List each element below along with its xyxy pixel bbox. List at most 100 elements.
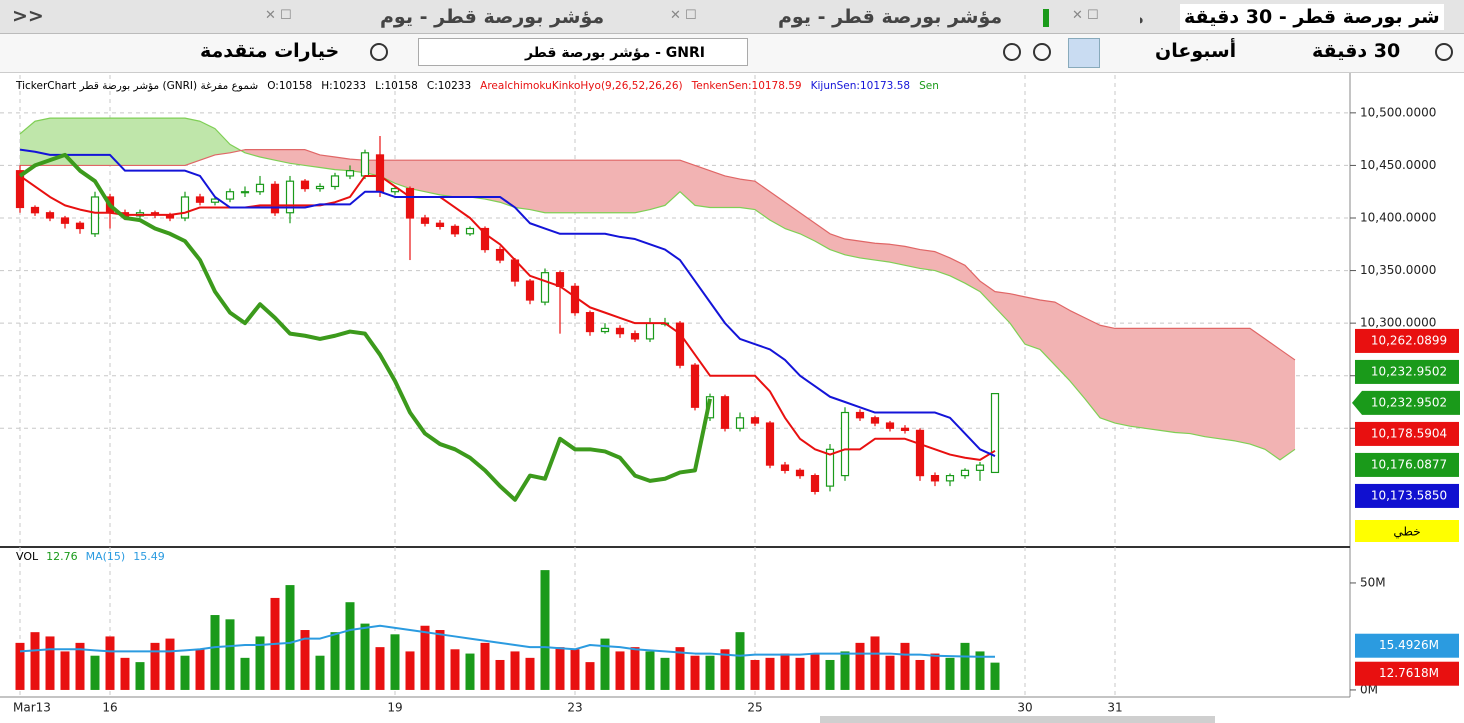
volume-bar bbox=[450, 649, 460, 690]
volume-bar bbox=[795, 657, 805, 690]
volume-bar bbox=[390, 634, 400, 690]
price-badge bbox=[1352, 390, 1460, 415]
cloud-fill bbox=[755, 181, 770, 221]
y-tick-label: 0M bbox=[1360, 682, 1378, 696]
axis-note: خطي bbox=[1393, 525, 1420, 539]
candle-body bbox=[525, 280, 535, 301]
tool-icon[interactable] bbox=[1033, 43, 1051, 61]
volume-bar bbox=[495, 659, 505, 690]
volume-bar bbox=[405, 651, 415, 690]
cloud-fill bbox=[1235, 328, 1250, 445]
candle-body bbox=[195, 196, 205, 203]
tab-controls[interactable]: ✕ ☐ bbox=[265, 8, 292, 23]
volume-bar bbox=[660, 657, 670, 690]
cloud-fill bbox=[560, 160, 575, 213]
volume-bar bbox=[330, 632, 340, 690]
volume-bar bbox=[165, 638, 175, 690]
candle-body bbox=[840, 411, 850, 477]
range-select[interactable]: أسبوعان bbox=[1155, 40, 1237, 62]
volume-bar bbox=[285, 585, 295, 690]
search-box[interactable]: GNRI - مؤشر بورصة قطر bbox=[418, 38, 748, 66]
cloud-fill bbox=[950, 257, 965, 284]
volume-bar bbox=[435, 630, 445, 690]
volume-bar bbox=[645, 651, 655, 690]
tab-controls[interactable]: ✕ ☐ bbox=[1072, 8, 1099, 23]
cloud-fill bbox=[980, 281, 995, 308]
draw-tool[interactable] bbox=[1068, 38, 1100, 68]
cloud-fill bbox=[395, 160, 410, 189]
candle-body bbox=[915, 429, 925, 477]
candle-body bbox=[435, 222, 445, 228]
volume-ma-line bbox=[19, 624, 996, 658]
candle-body bbox=[780, 464, 790, 471]
info-item: L:10158 bbox=[375, 80, 418, 92]
volume-header-item: 12.76 bbox=[46, 550, 78, 563]
candle-body bbox=[180, 196, 190, 219]
x-tick-label: 23 bbox=[567, 701, 582, 715]
volume-bar bbox=[120, 657, 130, 690]
volume-header-item: 15.49 bbox=[133, 550, 165, 563]
cloud-fill bbox=[1130, 328, 1145, 429]
volume-bar bbox=[180, 655, 190, 690]
price-badge bbox=[1355, 633, 1459, 658]
volume-bar bbox=[585, 662, 595, 690]
span-b-line bbox=[20, 149, 1296, 361]
tab[interactable]: مؤشر بورصة قطر - يوم bbox=[778, 6, 1003, 28]
volume-bar bbox=[90, 655, 100, 690]
volume-bar bbox=[255, 636, 265, 690]
cloud-fill bbox=[50, 118, 65, 166]
x-tick-label: 16 bbox=[102, 701, 117, 715]
cloud-fill bbox=[35, 118, 50, 166]
candle-body bbox=[540, 272, 550, 303]
candle-body bbox=[300, 180, 310, 190]
scrollbar[interactable] bbox=[820, 716, 1215, 723]
interval-select[interactable]: 30 دقيقة bbox=[1312, 40, 1401, 62]
cloud-fill bbox=[770, 191, 785, 229]
badge-label: 10,176.0877 bbox=[1371, 457, 1447, 471]
tab-active[interactable]: شر بورصة قطر - 30 دقيقة bbox=[1180, 4, 1444, 30]
tab-scroll[interactable]: << bbox=[12, 5, 44, 27]
advanced-options[interactable]: خيارات متقدمة bbox=[200, 40, 340, 62]
cloud-fill bbox=[590, 160, 605, 213]
cloud-fill bbox=[470, 160, 485, 200]
cloud-fill bbox=[1265, 338, 1280, 460]
x-tick-label: 31 bbox=[1107, 701, 1122, 715]
y-tick-label: 10,300.0000 bbox=[1360, 316, 1436, 330]
candle-body bbox=[420, 217, 430, 224]
cloud-fill bbox=[110, 118, 125, 166]
volume-bar bbox=[510, 651, 520, 690]
price-badge bbox=[1355, 483, 1459, 508]
volume-bar bbox=[630, 647, 640, 690]
volume-bar bbox=[525, 657, 535, 690]
options-icon[interactable] bbox=[370, 43, 388, 61]
volume-bar bbox=[780, 653, 790, 690]
price-badge bbox=[1355, 452, 1459, 477]
candle-body bbox=[630, 333, 640, 340]
volume-bar bbox=[960, 642, 970, 690]
volume-bar bbox=[840, 651, 850, 690]
info-item: KijunSen:10173.58 bbox=[810, 80, 911, 92]
tab[interactable]: مؤشر بورصة قطر - يوم bbox=[380, 6, 605, 28]
volume-bar bbox=[75, 642, 85, 690]
volume-bar bbox=[735, 632, 745, 690]
cloud-fill bbox=[1100, 325, 1115, 424]
candle-body bbox=[555, 272, 565, 287]
cloud-fill bbox=[245, 149, 260, 158]
tab-controls[interactable]: ✕ ☐ bbox=[670, 8, 697, 23]
tab[interactable]: مؤشر بورصة قطر - يوم bbox=[1140, 4, 1144, 30]
y-tick-label: 10,400.0000 bbox=[1360, 210, 1436, 224]
cloud-fill bbox=[605, 160, 620, 213]
cloud-fill bbox=[410, 160, 425, 192]
volume-bar bbox=[570, 649, 580, 690]
indicator-line bbox=[19, 174, 996, 461]
span-a-line bbox=[19, 117, 1296, 461]
badge-label: 10,232.9502 bbox=[1371, 364, 1447, 378]
cloud-fill bbox=[635, 160, 650, 213]
tool-icon[interactable] bbox=[1003, 43, 1021, 61]
cloud-fill bbox=[1205, 328, 1220, 439]
cloud-fill bbox=[1070, 310, 1085, 399]
volume-bar bbox=[675, 647, 685, 690]
badge-label: 10,178.5904 bbox=[1371, 426, 1447, 440]
candle-body bbox=[240, 191, 250, 194]
